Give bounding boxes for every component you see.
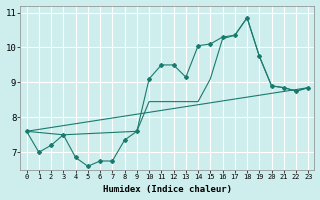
X-axis label: Humidex (Indice chaleur): Humidex (Indice chaleur) xyxy=(103,185,232,194)
